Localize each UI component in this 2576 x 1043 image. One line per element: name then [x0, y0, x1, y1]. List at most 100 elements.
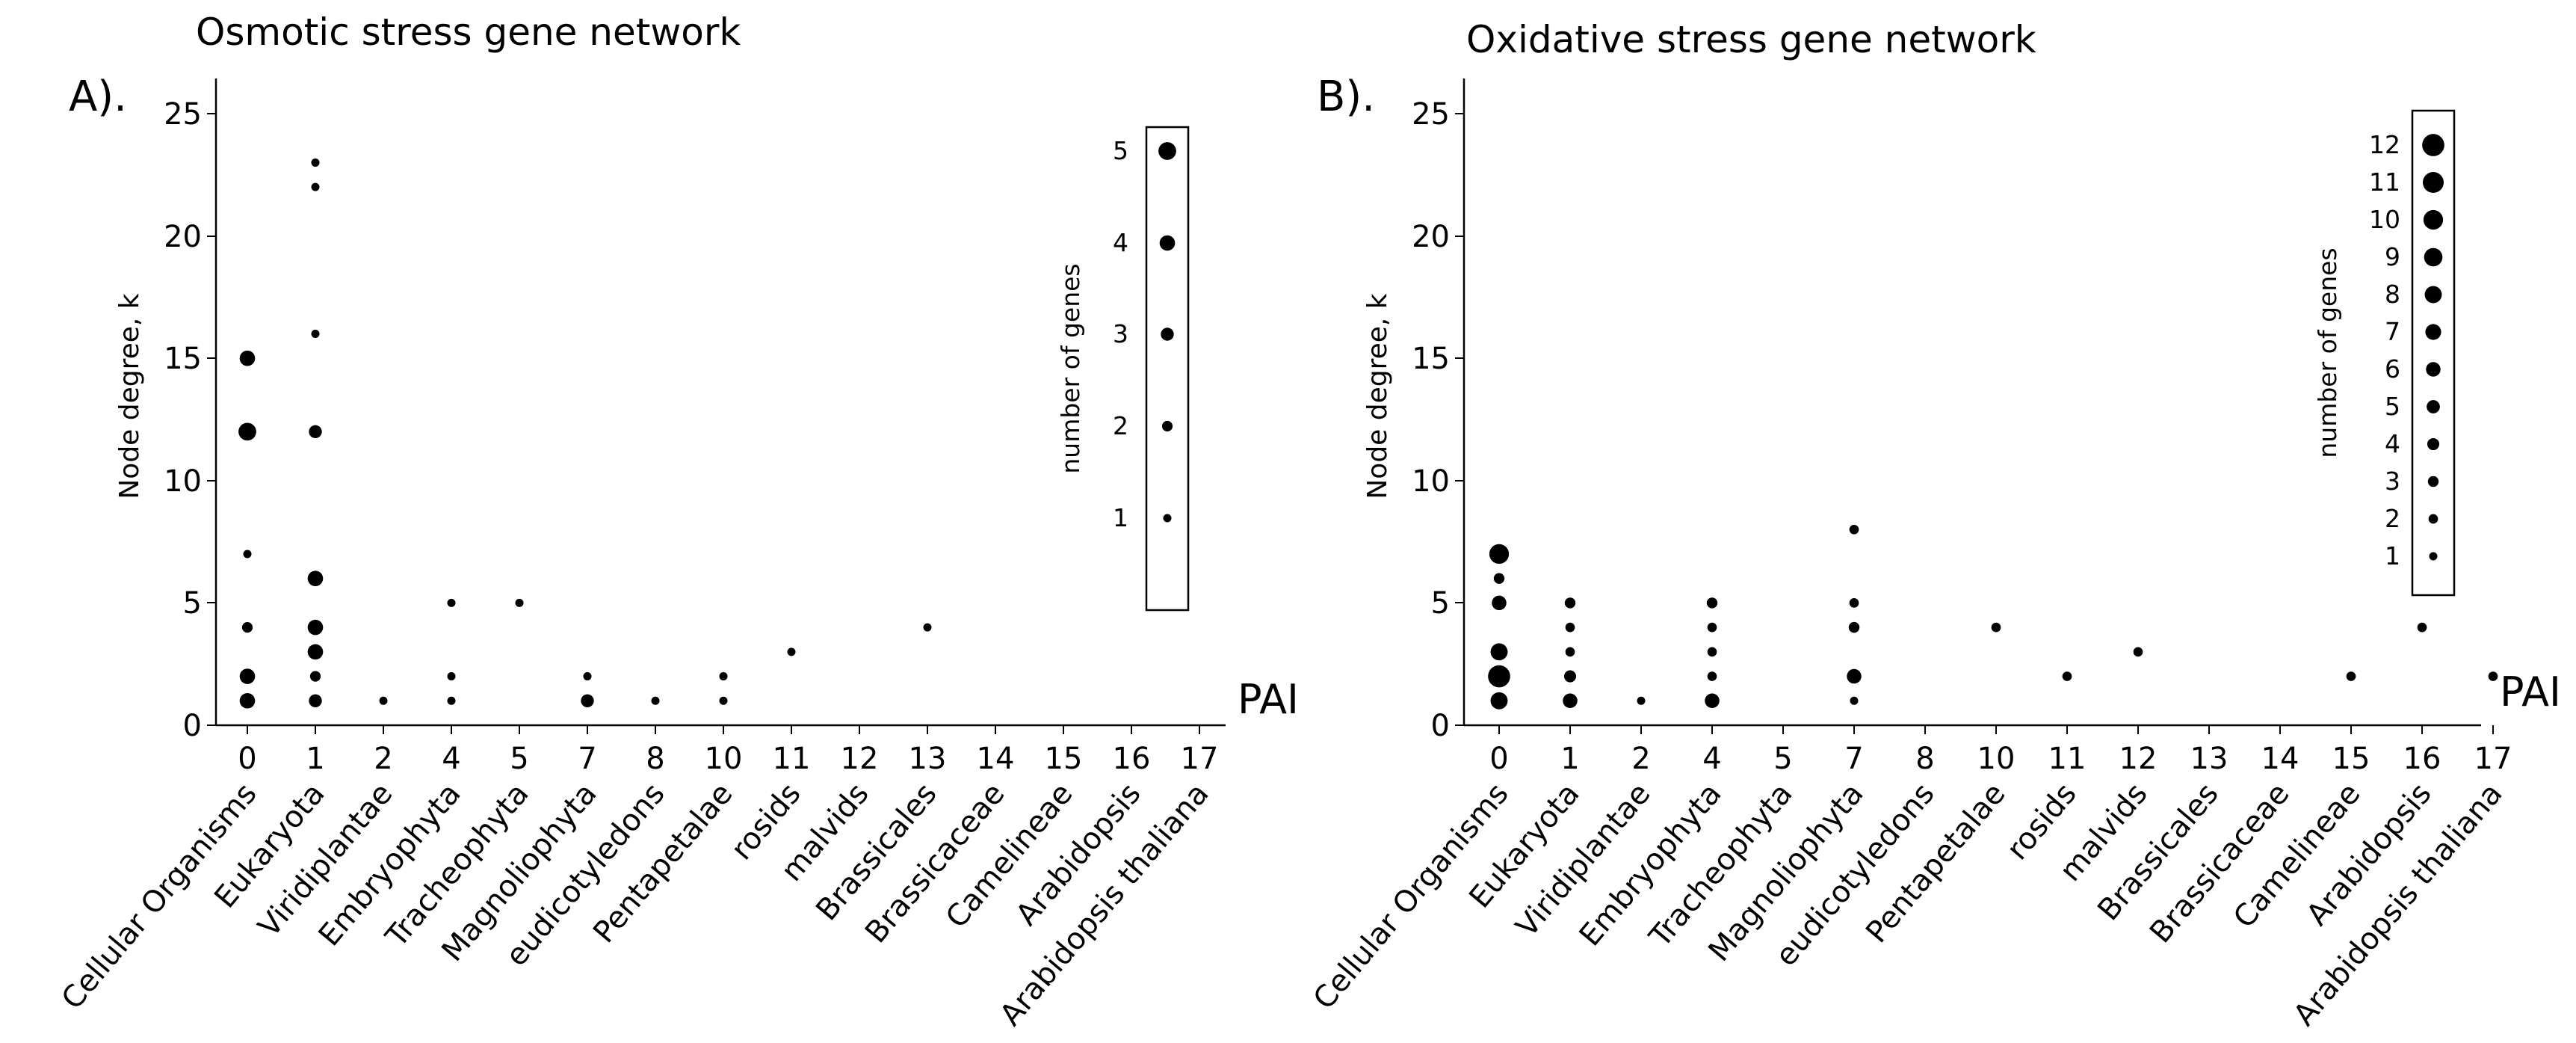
legend-entry: 4 [2385, 429, 2440, 458]
legend-label: 3 [2385, 467, 2400, 496]
x-tick: 14 [977, 725, 1014, 776]
x-tick: 13 [2190, 725, 2228, 776]
x-tick: 1 [306, 725, 325, 776]
data-point [1707, 622, 1717, 633]
data-point [1493, 573, 1505, 584]
data-point [1492, 595, 1507, 611]
legend-label: 1 [2385, 541, 2400, 570]
y-tick: 25 [164, 97, 216, 132]
x-tick: 14 [2261, 725, 2299, 776]
data-point [241, 622, 253, 633]
y-tick-label: 5 [1431, 586, 1450, 621]
panel-b: Oxidative stress gene network B). Node d… [1307, 18, 2561, 1033]
x-tick: 4 [442, 725, 461, 776]
x-tick-label: 16 [2403, 742, 2441, 776]
legend-entry: 5 [2385, 392, 2440, 421]
plot-area [1462, 79, 2498, 727]
legend-marker [2423, 209, 2444, 230]
x-tick: 11 [2048, 725, 2086, 776]
x-tick-label: 1 [306, 742, 324, 776]
x-tick: 0 [1489, 725, 1509, 776]
data-point [239, 668, 256, 684]
x-tick-label: 11 [773, 742, 811, 776]
y-ticks: 0 5 10 15 20 25 [164, 97, 216, 743]
data-point [1637, 696, 1646, 705]
y-tick: 10 [164, 464, 216, 499]
size-legend: number of genes 1 2 3 4 5 6 7 8 9 10 11 … [2313, 109, 2456, 597]
legend-label: 6 [2385, 354, 2400, 384]
data-point [309, 694, 322, 707]
data-point [311, 158, 320, 167]
chart-title: Oxidative stress gene network [1466, 18, 2036, 61]
x-tick-label: 5 [1773, 742, 1792, 776]
legend-label: 11 [2369, 167, 2400, 197]
x-tick-label: 0 [238, 742, 256, 776]
x-tick: 10 [705, 725, 743, 776]
x-tick-label: 13 [909, 742, 947, 776]
x-tick: 5 [510, 725, 529, 776]
y-tick: 5 [183, 586, 216, 621]
x-ticks: 0 1 2 4 5 7 8 10 11 12 13 14 15 16 17 [238, 725, 1218, 776]
x-tick-label: 15 [2332, 742, 2370, 776]
y-tick: 20 [1412, 220, 1464, 254]
data-point [2488, 671, 2498, 681]
x-tick: 10 [1977, 725, 2015, 776]
x-tick-label: 7 [578, 742, 596, 776]
legend-label: 10 [2369, 205, 2400, 234]
x-tick: 4 [1702, 725, 1722, 776]
x-tick: 15 [2332, 725, 2370, 776]
y-axis-label: Node degree, k [1362, 293, 1393, 499]
taxon-labels: Cellular Organisms Eukaryota Viridiplant… [1307, 777, 2509, 1033]
x-tick-label: 17 [2474, 742, 2512, 776]
x-tick: 11 [773, 725, 811, 776]
legend-box [1145, 126, 1190, 612]
y-tick: 0 [1431, 709, 1464, 743]
x-tick-label: 5 [510, 742, 528, 776]
legend-entry: 2 [2385, 504, 2438, 533]
data-point [923, 623, 932, 632]
y-tick: 0 [183, 709, 216, 743]
y-ticks: 0 5 10 15 20 25 [1412, 97, 1464, 743]
x-tick-label: 8 [1915, 742, 1934, 776]
data-point [309, 671, 321, 682]
legend-entry: 7 [2385, 317, 2441, 346]
legend-entry: 4 [1113, 228, 1176, 257]
legend-title: number of genes [1056, 263, 1085, 473]
x-axis-pai-label: PAI [2500, 668, 2561, 716]
data-point [1565, 622, 1575, 633]
data-point [307, 644, 324, 660]
data-point [1707, 671, 1717, 681]
y-tick-label: 15 [164, 342, 202, 376]
data-point [1565, 647, 1575, 657]
legend-label: 2 [1113, 411, 1128, 440]
x-tick-label: 2 [1631, 742, 1650, 776]
x-tick-label: 10 [705, 742, 743, 776]
x-tick: 17 [1181, 725, 1218, 776]
legend-marker [1163, 514, 1172, 523]
data-point [1848, 621, 1860, 633]
y-tick-label: 15 [1412, 342, 1450, 376]
legend-marker [2429, 552, 2438, 561]
y-tick-label: 10 [164, 464, 202, 499]
data-point [1991, 622, 2001, 633]
data-point [2133, 647, 2143, 657]
legend-entry: 3 [1113, 319, 1174, 348]
data-points [238, 158, 932, 709]
x-tick-label: 13 [2190, 742, 2228, 776]
x-tick-label: 4 [1702, 742, 1721, 776]
data-point [1850, 696, 1859, 705]
legend-entry: 1 [2385, 541, 2438, 570]
data-point [1490, 692, 1508, 710]
x-tick-label: 2 [374, 742, 392, 776]
data-point [583, 672, 592, 681]
x-tick: 12 [841, 725, 878, 776]
y-tick: 25 [1412, 97, 1464, 132]
legend-marker [2424, 286, 2442, 304]
x-axis-pai-label: PAI [1238, 676, 1299, 723]
legend-marker [2426, 362, 2441, 377]
x-tick: 1 [1560, 725, 1580, 776]
data-point [1849, 598, 1859, 608]
data-point [447, 696, 456, 705]
x-tick-label: 12 [2119, 742, 2158, 776]
data-point [311, 182, 320, 191]
